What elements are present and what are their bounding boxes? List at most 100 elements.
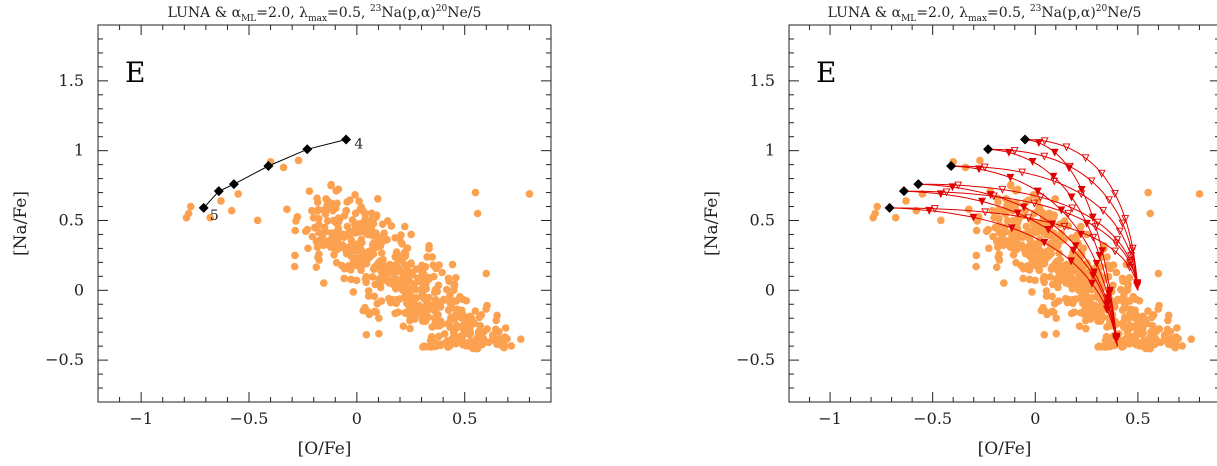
observed-star-point xyxy=(401,248,409,256)
observed-star-point xyxy=(1166,327,1175,336)
observed-star-point xyxy=(1081,270,1090,278)
observed-star-point xyxy=(1056,266,1065,275)
observed-star-point xyxy=(386,298,395,307)
observed-star-point xyxy=(456,337,465,345)
observed-star-point xyxy=(989,232,997,241)
observed-star-point xyxy=(420,342,428,350)
observed-star-point xyxy=(392,252,401,260)
observed-star-point xyxy=(421,313,430,322)
plot-frame xyxy=(97,24,552,403)
observed-star-point xyxy=(994,198,1002,206)
y-axis-label: [Na/Fe] xyxy=(11,191,31,256)
dilution-marker xyxy=(1092,259,1101,268)
chart-title-part: max xyxy=(308,14,327,24)
model-point xyxy=(1020,134,1031,145)
chart-title-part: 23 xyxy=(1030,4,1042,14)
observed-star-point xyxy=(1164,311,1173,320)
dilution-marker xyxy=(1060,222,1069,231)
observed-star-point xyxy=(1126,321,1135,330)
dilution-marker xyxy=(1121,215,1130,223)
observed-star-point xyxy=(1141,344,1150,353)
model-point xyxy=(213,186,224,197)
observed-star-point xyxy=(452,321,461,330)
observed-star-point xyxy=(291,226,299,235)
observed-star-point xyxy=(379,266,388,275)
dilution-marker xyxy=(1077,190,1086,199)
chart-title-part: Na(p,α) xyxy=(381,5,435,21)
observed-star-point xyxy=(308,232,317,241)
dilution-marker xyxy=(1112,336,1121,344)
observed-star-point xyxy=(937,216,945,225)
observed-star-point xyxy=(471,307,480,315)
observed-star-point xyxy=(408,285,416,294)
dilution-marker xyxy=(1044,225,1053,234)
dilution-marker xyxy=(969,213,978,222)
observed-star-point xyxy=(1083,296,1092,305)
y-tick-label: −0.5 xyxy=(45,350,84,369)
dilution-marker xyxy=(1110,190,1119,198)
observed-star-point xyxy=(449,286,458,295)
dilution-marker xyxy=(1118,219,1127,228)
observed-star-point xyxy=(472,338,481,347)
observed-star-point xyxy=(444,319,452,328)
dilution-track xyxy=(951,165,1118,347)
observed-star-point xyxy=(445,342,454,350)
observed-star-point xyxy=(343,198,351,206)
observed-star-point xyxy=(313,243,322,251)
model-point xyxy=(983,144,994,155)
observed-star-point xyxy=(1140,315,1149,323)
observed-star-point xyxy=(323,217,332,225)
observed-star-point xyxy=(1125,310,1134,318)
observed-star-point xyxy=(1124,280,1133,289)
y-tick-label: 0.5 xyxy=(750,210,775,229)
observed-star-point xyxy=(304,244,312,253)
observed-star-point xyxy=(357,266,365,275)
observed-star-point xyxy=(479,328,488,336)
dilution-track xyxy=(903,190,1118,347)
observed-star-point xyxy=(438,320,446,328)
observed-star-point xyxy=(184,209,193,218)
observed-star-point xyxy=(1050,299,1059,308)
observed-star-point xyxy=(1187,335,1196,343)
observed-star-point xyxy=(1078,293,1086,301)
observed-star-point xyxy=(1053,280,1061,289)
y-tick-label: 1.5 xyxy=(750,71,775,90)
observed-star-point xyxy=(461,318,470,327)
observed-star-point xyxy=(507,342,516,350)
dilution-marker xyxy=(1067,257,1076,266)
dilution-track xyxy=(918,183,1118,347)
observed-star-point xyxy=(428,301,437,309)
observed-star-point xyxy=(440,329,449,338)
observed-star-point xyxy=(308,206,316,215)
observed-star-point xyxy=(972,262,980,271)
model-point xyxy=(302,144,313,155)
observed-star-point xyxy=(398,240,407,248)
observed-star-point xyxy=(1112,268,1121,277)
dilution-marker xyxy=(1066,162,1074,171)
observed-star-point xyxy=(424,273,433,282)
y-tick-label: 1 xyxy=(74,141,84,160)
observed-star-point xyxy=(1039,254,1048,262)
dilution-marker xyxy=(1036,193,1045,202)
chart-title-part: 23 xyxy=(370,4,382,14)
observed-star-point xyxy=(1003,217,1012,225)
observed-star-point xyxy=(1055,235,1064,243)
observed-star-point xyxy=(414,306,422,315)
dilution-track xyxy=(889,207,1118,347)
observed-star-point xyxy=(333,245,342,254)
observed-star-point xyxy=(327,181,335,190)
chart-title-part: 20 xyxy=(1096,4,1108,14)
observed-star-point xyxy=(334,185,343,194)
observed-star-point xyxy=(406,324,414,333)
dilution-marker xyxy=(1018,168,1027,177)
observed-star-point xyxy=(871,209,879,218)
observed-star-point xyxy=(331,204,340,212)
observed-star-point xyxy=(340,274,348,283)
dilution-marker xyxy=(925,206,934,215)
observed-star-point xyxy=(338,230,347,239)
observed-star-point xyxy=(1037,260,1046,269)
observed-star-point xyxy=(399,322,408,330)
dilution-track xyxy=(988,148,1139,291)
observed-star-point xyxy=(363,221,371,229)
observed-star-point xyxy=(349,288,358,296)
